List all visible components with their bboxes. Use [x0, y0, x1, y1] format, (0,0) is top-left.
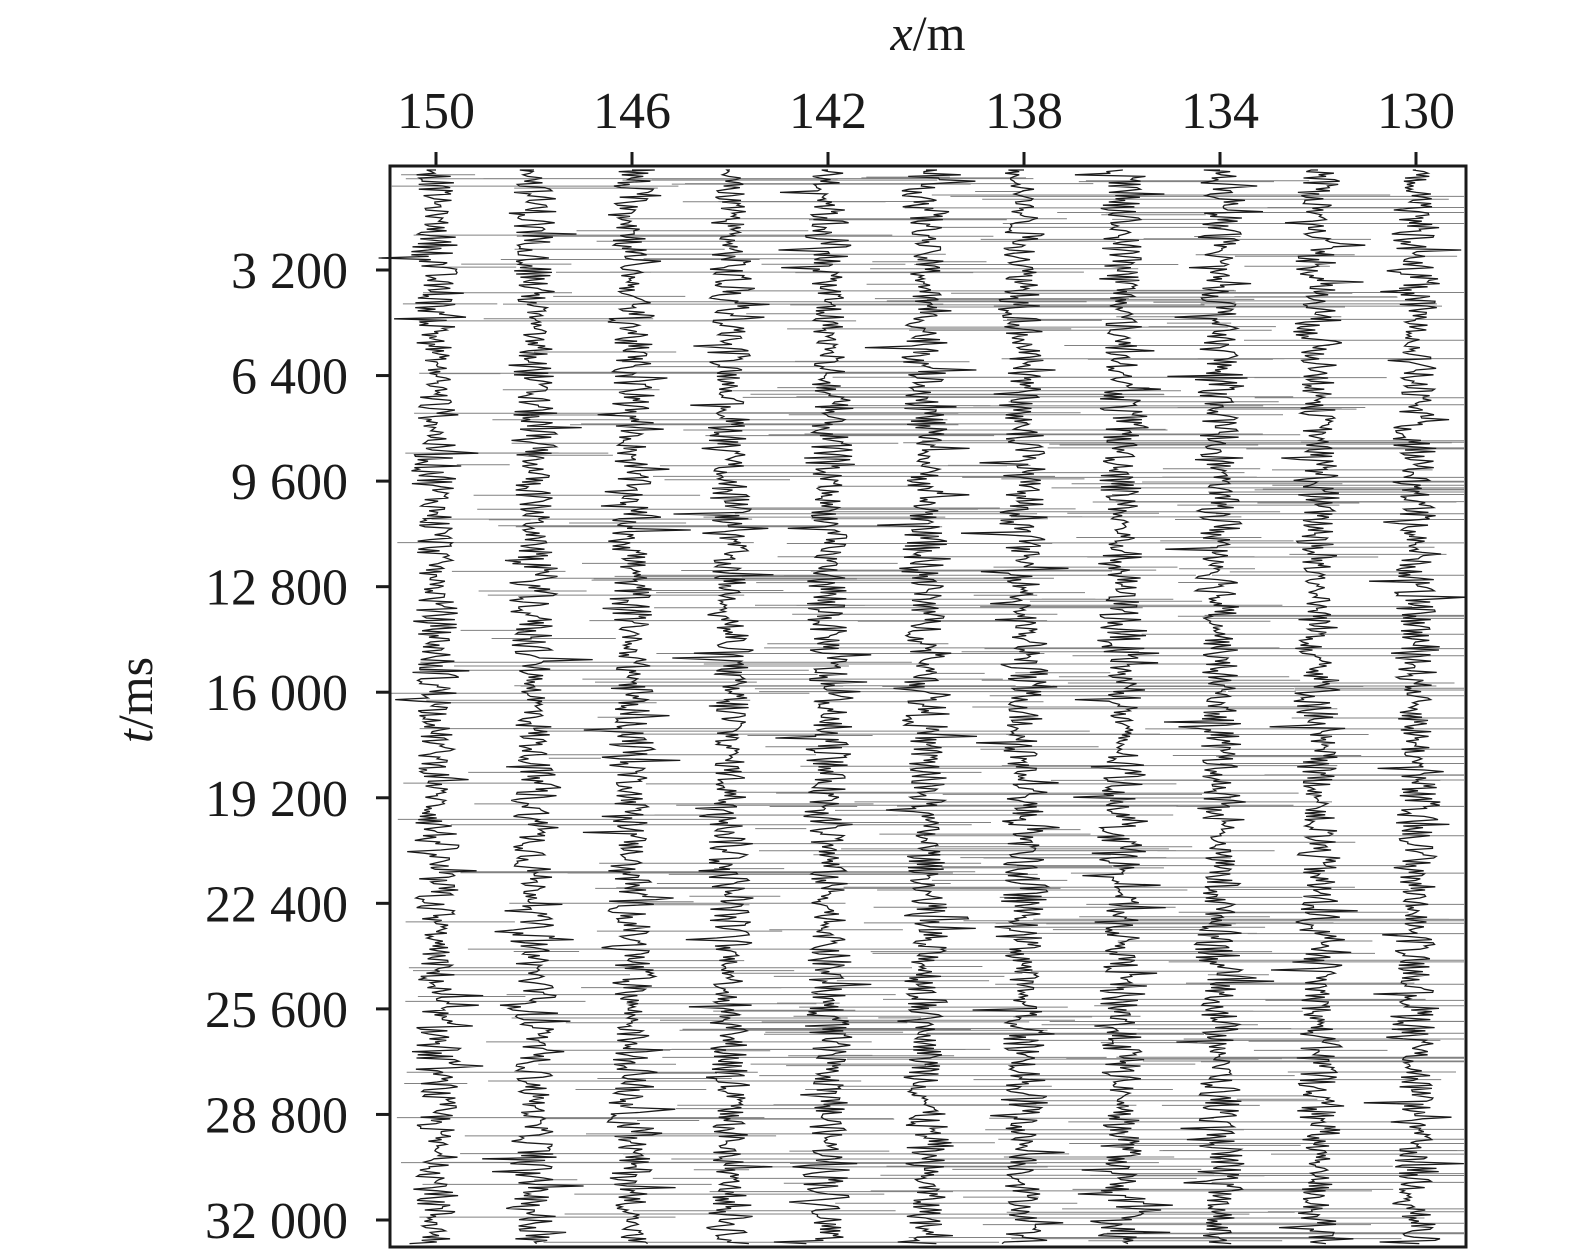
seismic-trace-136	[1073, 169, 1173, 1245]
y-axis-unit: /ms	[107, 657, 163, 729]
y-tick-label-9600: 9 600	[231, 454, 348, 511]
x-tick-label-134: 134	[1181, 83, 1259, 140]
plot-frame	[388, 164, 1468, 1249]
seismic-trace-146	[582, 169, 691, 1245]
x-axis-title: x/m	[890, 5, 966, 61]
y-tick-label-12800: 12 800	[205, 560, 348, 617]
x-tick-label-146: 146	[593, 83, 671, 140]
x-tick-label-138: 138	[985, 83, 1063, 140]
x-axis-unit: /m	[913, 5, 966, 61]
y-tick-label-28800: 28 800	[205, 1087, 348, 1144]
x-axis-ticks: 150 146 142 138 134 130	[397, 83, 1455, 166]
x-axis-var: x	[890, 5, 913, 61]
traces-layer	[378, 169, 1467, 1245]
y-tick-label-22400: 22 400	[205, 876, 348, 933]
y-tick-label-25600: 25 600	[205, 982, 348, 1039]
x-tick-label-142: 142	[789, 83, 867, 140]
seismic-trace-130	[1363, 169, 1467, 1245]
seismic-trace-132	[1269, 169, 1366, 1245]
seismic-trace-148	[482, 169, 593, 1245]
x-tick-label-150: 150	[397, 83, 475, 140]
y-axis-var: t	[107, 728, 163, 743]
y-tick-label-3200: 3 200	[231, 243, 348, 300]
seismic-trace-150	[378, 169, 484, 1245]
y-tick-label-16000: 16 000	[205, 665, 348, 722]
seismic-trace-138	[960, 169, 1069, 1245]
seismic-trace-140	[864, 169, 978, 1245]
x-tick-label-130: 130	[1377, 83, 1455, 140]
y-tick-label-6400: 6 400	[231, 349, 348, 406]
y-axis-title: t/ms	[107, 657, 163, 743]
seismic-trace-134	[1163, 169, 1275, 1245]
y-tick-label-19200: 19 200	[205, 771, 348, 828]
seismic-trace-142	[773, 169, 872, 1245]
y-tick-label-32000: 32 000	[205, 1193, 348, 1250]
noise-streaks	[391, 174, 1464, 1243]
seismic-trace-144	[672, 169, 774, 1245]
y-axis-ticks: 3 200 6 400 9 600 12 800 16 000 19 200 22 400 2…	[205, 243, 390, 1250]
